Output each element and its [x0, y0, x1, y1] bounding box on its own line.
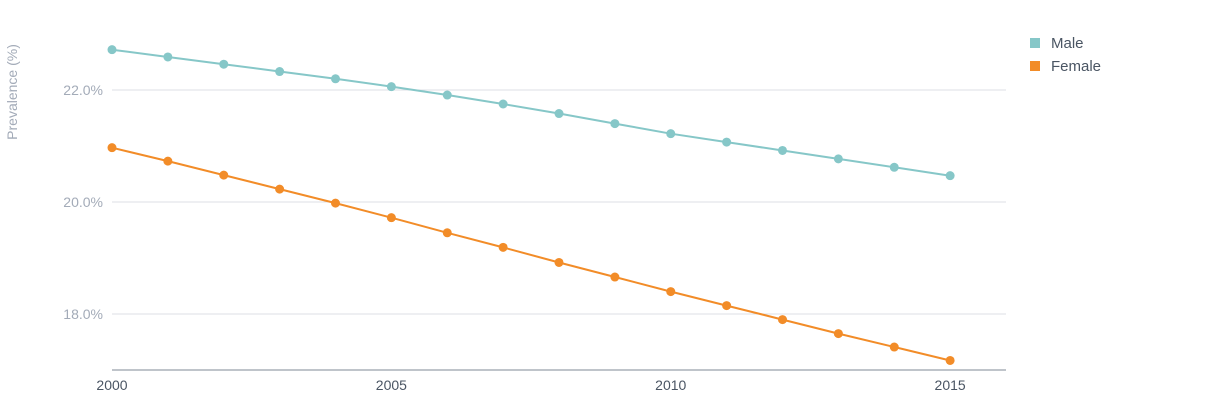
series-line — [111, 48, 951, 177]
data-point[interactable] — [945, 355, 955, 365]
data-point[interactable] — [554, 257, 564, 267]
x-tick-label: 2005 — [376, 377, 407, 393]
data-point[interactable] — [610, 119, 620, 129]
x-tick-labels: 2000 2005 2010 2015 — [96, 377, 965, 393]
data-point[interactable] — [722, 137, 732, 147]
data-point[interactable] — [945, 171, 955, 181]
data-point[interactable] — [498, 99, 508, 109]
data-point[interactable] — [219, 170, 229, 180]
y-tick-labels: 18.0% 20.0% 22.0% — [63, 82, 103, 322]
data-point[interactable] — [331, 198, 340, 208]
data-point[interactable] — [442, 90, 452, 100]
x-tick-label: 2010 — [655, 377, 686, 393]
x-tick-label: 2000 — [96, 377, 127, 393]
legend: Male Female — [1030, 35, 1101, 75]
data-point[interactable] — [107, 45, 117, 55]
y-tick-label: 22.0% — [63, 82, 103, 98]
data-point[interactable] — [666, 287, 676, 297]
legend-item-female[interactable]: Female — [1030, 58, 1101, 75]
series-layer — [107, 45, 955, 365]
data-point[interactable] — [778, 145, 787, 155]
data-point[interactable] — [833, 329, 843, 339]
data-point[interactable] — [163, 52, 173, 62]
data-point[interactable] — [219, 59, 229, 69]
data-point[interactable] — [386, 82, 396, 92]
y-tick-label: 20.0% — [63, 194, 103, 210]
series-male — [107, 45, 955, 181]
data-point[interactable] — [889, 342, 899, 352]
data-point[interactable] — [554, 109, 564, 119]
legend-item-male[interactable]: Male — [1030, 35, 1084, 52]
data-point[interactable] — [666, 129, 676, 139]
series-line — [111, 146, 951, 362]
data-point[interactable] — [442, 228, 452, 238]
data-point[interactable] — [386, 213, 396, 223]
data-point[interactable] — [331, 74, 340, 84]
data-point[interactable] — [778, 315, 787, 325]
data-point[interactable] — [889, 162, 899, 172]
data-point[interactable] — [722, 301, 732, 311]
y-axis-label: Prevalence (%) — [4, 44, 20, 140]
data-point[interactable] — [610, 272, 620, 282]
data-point[interactable] — [275, 67, 285, 77]
data-point[interactable] — [163, 156, 173, 166]
data-point[interactable] — [833, 154, 843, 164]
legend-swatch — [1030, 38, 1040, 48]
y-tick-label: 18.0% — [63, 306, 103, 322]
legend-label: Male — [1051, 35, 1084, 52]
data-point[interactable] — [107, 143, 117, 153]
x-tick-label: 2015 — [935, 377, 966, 393]
data-point[interactable] — [498, 242, 508, 252]
data-point[interactable] — [275, 184, 285, 194]
gridlines — [112, 89, 1006, 315]
legend-label: Female — [1051, 58, 1101, 75]
series-female — [107, 143, 955, 365]
legend-swatch — [1030, 61, 1040, 71]
